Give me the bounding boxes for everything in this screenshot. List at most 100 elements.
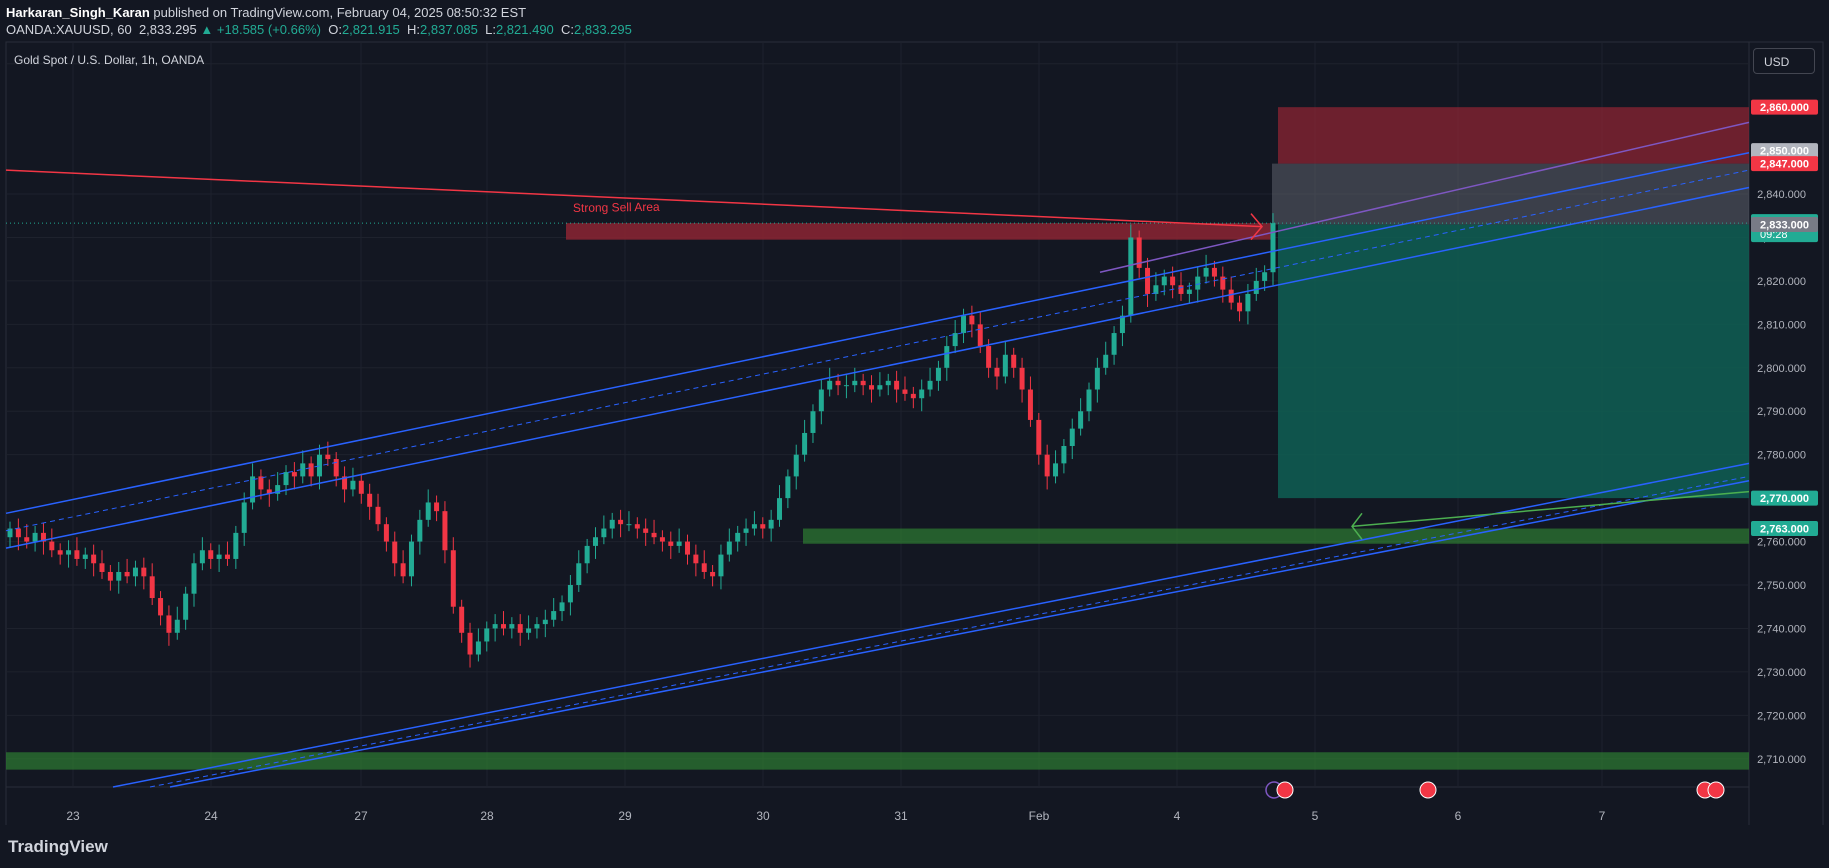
candle-body <box>450 550 456 607</box>
time-tick-label: Feb <box>1029 809 1050 823</box>
candle-body <box>375 506 381 525</box>
candle-body <box>986 346 992 368</box>
bottom-support-zone <box>6 752 1749 770</box>
price-tick-label: 2,800.000 <box>1757 363 1806 375</box>
author-name[interactable]: Harkaran_Singh_Karan <box>6 5 150 20</box>
candle-body <box>132 567 138 577</box>
candle-body <box>1128 237 1134 316</box>
time-tick-label: 24 <box>204 809 218 823</box>
candle-body <box>124 571 130 577</box>
tradingview-logo[interactable]: TradingView <box>8 837 108 856</box>
candle-body <box>818 389 824 412</box>
candle-body <box>785 476 791 499</box>
candle-body <box>526 628 532 633</box>
close-value: 2,833.295 <box>574 22 632 37</box>
candle-body <box>659 537 665 542</box>
candle-body <box>1245 293 1251 312</box>
time-tick-label: 28 <box>480 809 494 823</box>
low-label: L: <box>485 22 496 37</box>
candle-body <box>241 502 247 533</box>
candle-body <box>626 524 632 526</box>
candle-body <box>1145 267 1151 294</box>
candle-body <box>1078 411 1084 429</box>
candle-body <box>1119 315 1125 334</box>
candle-body <box>224 554 230 559</box>
candle-body <box>810 411 816 433</box>
price-tick-label: 2,710.000 <box>1757 754 1806 766</box>
candle-body <box>191 563 197 594</box>
price-tag-label: 2,850.000 <box>1760 146 1809 158</box>
currency-button[interactable]: USD <box>1753 48 1815 74</box>
last-price: 2,833.295 <box>138 22 197 37</box>
candle-body <box>952 333 958 347</box>
candle-body <box>1027 389 1033 420</box>
us-flag-icon[interactable] <box>1419 781 1437 799</box>
price-tag-label: 2,770.000 <box>1760 493 1809 505</box>
candle-body <box>877 385 883 390</box>
price-tick-label: 2,720.000 <box>1757 710 1806 722</box>
price-tag <box>1751 216 1818 232</box>
candle-body <box>266 489 272 494</box>
time-tick-label: 7 <box>1599 809 1606 823</box>
candle-body <box>233 532 239 559</box>
candle-body <box>149 576 155 599</box>
sell-arrow-icon <box>1250 213 1263 241</box>
candle-body <box>701 563 707 572</box>
candle-body <box>316 454 322 477</box>
time-tick-label: 31 <box>894 809 908 823</box>
price-tag <box>1751 521 1818 537</box>
candle-body <box>559 602 565 612</box>
drawing-zones <box>6 107 1749 770</box>
candle-body <box>425 502 431 520</box>
candle-body <box>107 571 113 581</box>
candle-body <box>1002 354 1008 377</box>
symbol-label[interactable]: OANDA:XAUUSD, 60 <box>6 22 132 37</box>
us-flag-icon[interactable] <box>1707 781 1725 799</box>
candle-body <box>32 532 38 542</box>
candle-body <box>283 472 289 486</box>
candle-body <box>15 528 21 538</box>
candle-body <box>383 524 389 542</box>
us-flag-icon[interactable] <box>1276 781 1294 799</box>
candle-body <box>567 585 573 603</box>
candle-body <box>618 519 624 525</box>
candle-body <box>835 380 841 386</box>
time-axis[interactable]: 23 24 27 28 29 30 31 Feb 4 5 6 7 <box>66 809 1605 823</box>
candle-body <box>459 606 465 633</box>
candle-body <box>509 624 515 629</box>
candle-body <box>208 550 214 559</box>
candle-body <box>484 628 490 642</box>
candle-body <box>802 432 808 455</box>
candle-body <box>1053 463 1059 477</box>
candle-body <box>969 315 975 325</box>
price-tag-label: 2,847.000 <box>1760 159 1809 171</box>
candle-body <box>676 541 682 546</box>
candle-body <box>994 367 1000 377</box>
event-icons <box>1265 781 1725 799</box>
candle-body <box>592 537 598 546</box>
candle-body <box>1036 419 1042 455</box>
sell-area-zone <box>566 223 1271 240</box>
lower-channel-mid-line <box>149 475 1750 788</box>
candle-body <box>1253 280 1259 294</box>
candle-body <box>751 524 757 529</box>
candle-body <box>1211 267 1217 277</box>
candle-body <box>1186 289 1192 294</box>
candle-body <box>576 563 582 586</box>
candle-body <box>827 380 833 390</box>
high-label: H: <box>407 22 421 37</box>
high-value: 2,837.085 <box>420 22 478 37</box>
candle-body <box>141 567 147 577</box>
candle-body <box>869 385 875 390</box>
candle-body <box>885 380 891 386</box>
candle-body <box>258 476 264 490</box>
candle-body <box>961 315 967 334</box>
price-tick-label: 2,750.000 <box>1757 580 1806 592</box>
price-tag-label: 2,860.000 <box>1760 102 1809 114</box>
candle-body <box>710 571 716 577</box>
candle-body <box>1111 333 1117 355</box>
candle-body <box>333 459 339 477</box>
candle-body <box>342 476 348 490</box>
candle-body <box>40 532 46 542</box>
